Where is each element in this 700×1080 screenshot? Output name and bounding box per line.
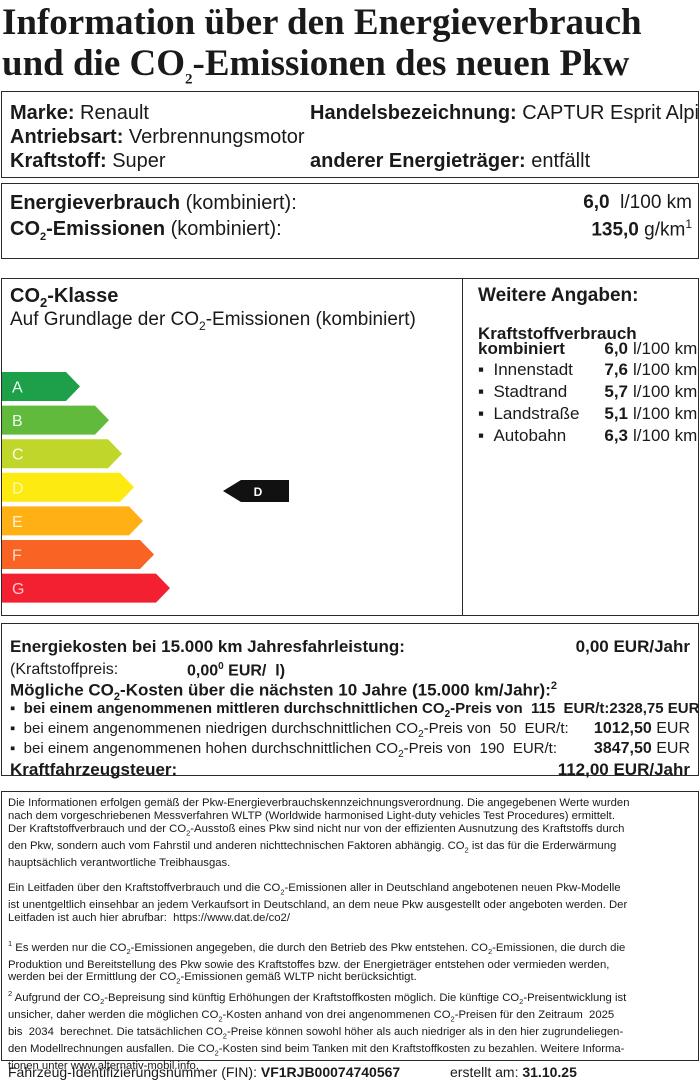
svg-text:A: A — [12, 379, 23, 396]
svg-text:G: G — [12, 581, 24, 598]
svg-text:C: C — [12, 446, 24, 463]
svg-text:D: D — [254, 485, 263, 499]
svg-text:B: B — [12, 413, 23, 430]
svg-text:E: E — [12, 513, 23, 530]
svg-text:D: D — [12, 480, 24, 497]
svg-text:F: F — [12, 547, 22, 564]
